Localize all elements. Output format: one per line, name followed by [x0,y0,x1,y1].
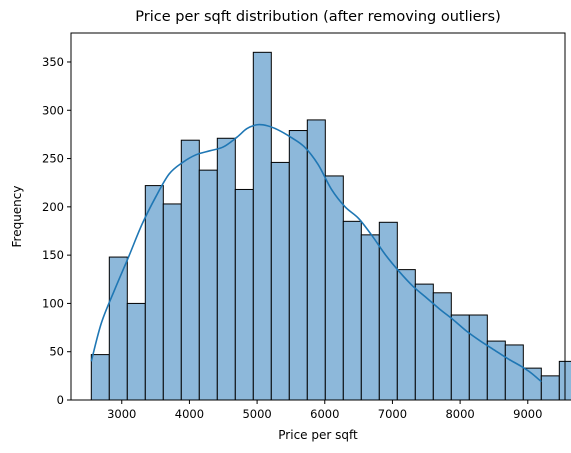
y-tick-label: 250 [42,152,64,166]
histogram-bar [486,340,506,401]
y-tick-label: 200 [42,200,64,214]
chart-title: Price per sqft distribution (after remov… [135,9,500,25]
histogram-bar [90,354,110,401]
histogram-bar [252,51,272,401]
histogram-bar [270,161,290,401]
x-tick-label: 5000 [242,407,271,421]
histogram-bar [162,203,182,401]
histogram-bar [126,302,146,401]
y-tick-label: 350 [42,55,64,69]
histogram-bar [144,185,164,401]
x-tick-label: 4000 [175,407,204,421]
histogram-bar [432,292,452,401]
histogram-bar [342,220,362,401]
x-axis-ticks: 3000 4000 5000 6000 7000 8000 9000 [107,400,542,421]
x-tick-label: 3000 [107,407,136,421]
x-axis-label: Price per sqft [278,428,358,442]
y-axis-ticks: 0 50 100 150 200 250 300 350 [42,55,71,407]
y-tick-label: 300 [42,103,64,117]
y-tick-label: 150 [42,248,64,262]
histogram-bar [396,269,416,401]
y-tick-label: 50 [49,345,64,359]
x-tick-label: 9000 [513,407,542,421]
y-tick-label: 100 [42,296,64,310]
x-tick-label: 7000 [378,407,407,421]
histogram-bar [234,188,254,401]
histogram-bar [540,375,560,401]
histogram-bar [216,137,236,401]
y-axis-label: Frequency [10,186,24,248]
plot-frame [70,32,566,401]
histogram-bar [468,314,488,401]
histogram-bar [180,139,200,401]
x-tick-label: 8000 [445,407,474,421]
histogram-bar [360,234,380,401]
histogram-bar [324,175,344,401]
histogram-bar [198,169,218,401]
histogram-bar [108,256,128,401]
y-tick-label: 0 [57,393,64,407]
x-tick-label: 6000 [310,407,339,421]
bars-group [90,51,571,401]
kde-line [90,123,542,383]
histogram-bar [450,314,470,401]
histogram-bar [504,344,524,401]
histogram-bar [288,130,308,401]
